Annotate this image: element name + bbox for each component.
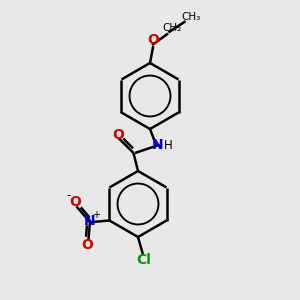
Text: -: - <box>67 189 71 203</box>
Text: O: O <box>81 238 93 252</box>
Text: H: H <box>164 139 173 152</box>
Text: Cl: Cl <box>136 253 152 266</box>
Text: +: + <box>92 210 101 220</box>
Text: O: O <box>69 195 81 208</box>
Text: CH₃: CH₃ <box>182 12 201 22</box>
Text: N: N <box>84 214 96 228</box>
Text: N: N <box>152 138 163 152</box>
Text: O: O <box>113 128 124 142</box>
Text: CH₂: CH₂ <box>163 23 182 33</box>
Text: O: O <box>147 33 159 47</box>
